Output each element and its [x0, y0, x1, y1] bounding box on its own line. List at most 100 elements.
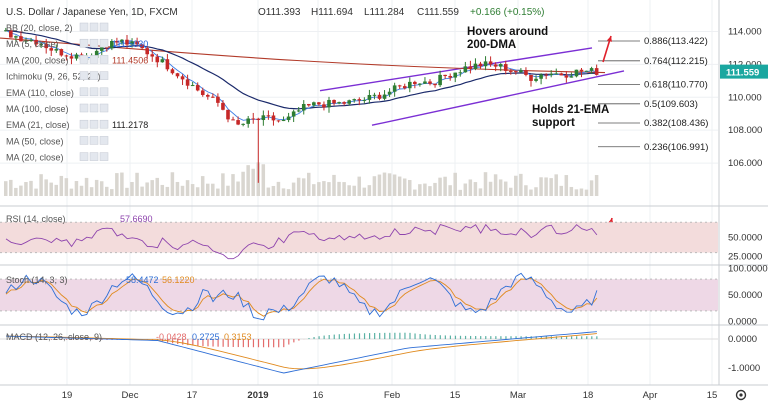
- indicator-control-icon[interactable]: [99, 119, 109, 129]
- fib-retracement[interactable]: 0.886(113.422) 0.764(112.215) 0.618(110.77…: [598, 36, 708, 153]
- indicator-control-icon[interactable]: [79, 87, 89, 97]
- indicator-label[interactable]: MA (200, close): [6, 55, 69, 65]
- indicator-label[interactable]: MA (20, close): [6, 153, 64, 163]
- volume-bar: [105, 186, 109, 196]
- indicator-control-icon[interactable]: [89, 119, 99, 129]
- volume-bar: [357, 176, 361, 196]
- indicator-control-icon[interactable]: [79, 119, 89, 129]
- indicator-label[interactable]: EMA (21, close): [6, 120, 70, 130]
- time-tick-label: 15: [707, 390, 718, 401]
- annotation-ema[interactable]: Holds 21-EMA: [532, 104, 609, 116]
- time-axis[interactable]: 19 Dec 17 2019 16 Feb 15 Mar 18 Apr 15: [62, 390, 718, 401]
- candle-body: [180, 76, 185, 80]
- rsi-line: [5, 223, 598, 260]
- candle-body: [150, 54, 155, 57]
- indicator-control-icon[interactable]: [79, 103, 89, 113]
- indicator-control-icon[interactable]: [99, 22, 109, 32]
- candle-body: [509, 70, 513, 72]
- candle-body: [473, 63, 478, 69]
- indicator-control-icon[interactable]: [89, 55, 99, 64]
- volume-bar: [453, 172, 457, 196]
- volume-bar: [554, 174, 558, 196]
- indicator-control-icon[interactable]: [79, 22, 89, 32]
- volume-bar: [39, 174, 43, 196]
- rsi-tick-label: 25.0000: [728, 251, 762, 262]
- indicator-control-icon[interactable]: [99, 71, 109, 80]
- candle-body: [483, 61, 488, 67]
- candle-body: [160, 59, 165, 63]
- candle-body: [589, 68, 594, 71]
- settings-gear-icon[interactable]: [735, 389, 747, 401]
- legend-symbol[interactable]: U.S. Dollar / Japanese Yen, 1D, FXCM: [6, 7, 178, 18]
- indicator-control-icon[interactable]: [89, 22, 99, 32]
- annotation-dma-2[interactable]: 200-DMA: [467, 39, 516, 51]
- indicator-label[interactable]: MA (5, close): [6, 39, 59, 49]
- candle-body: [301, 104, 306, 111]
- volume-bar: [438, 177, 442, 196]
- candle-body: [246, 118, 250, 124]
- candle-body: [503, 64, 508, 71]
- stoch-label[interactable]: Stoch (14, 3, 3): [6, 275, 68, 285]
- volume-bar: [387, 173, 392, 196]
- stoch-tick-label: 0.0000: [728, 316, 757, 327]
- annotation-dma[interactable]: Hovers around: [467, 26, 548, 38]
- candle-body: [372, 94, 377, 96]
- indicator-label[interactable]: MA (50, close): [6, 136, 64, 146]
- rsi-label[interactable]: RSI (14, close): [6, 214, 66, 224]
- indicator-label[interactable]: Ichimoku (9, 26, 52, 26): [6, 72, 101, 82]
- indicator-control-icon[interactable]: [99, 103, 109, 113]
- volume-bar: [327, 182, 331, 196]
- candle-body: [332, 99, 336, 104]
- volume-bar: [216, 188, 220, 196]
- indicator-control-icon[interactable]: [99, 55, 109, 64]
- volume-bar: [514, 175, 518, 196]
- indicator-control-icon[interactable]: [79, 136, 89, 145]
- candle-body: [327, 99, 331, 108]
- fib-label: 0.618(110.770): [644, 80, 708, 91]
- indicator-control-icon[interactable]: [79, 38, 89, 48]
- indicator-control-icon[interactable]: [99, 38, 109, 48]
- stoch-d-value: 56.1220: [162, 275, 195, 285]
- candle-body: [594, 68, 599, 75]
- indicator-control-icon[interactable]: [89, 71, 99, 80]
- price-axis[interactable]: 114.000112.000110.000108.000106.000111.5…: [720, 26, 768, 169]
- macd-signal-value: 0.3153: [224, 332, 252, 342]
- channel-upper[interactable]: [319, 47, 593, 92]
- macd-line: [5, 331, 597, 374]
- volume-bar: [296, 177, 301, 196]
- volume-bar: [559, 185, 563, 196]
- volume-bar: [483, 172, 488, 196]
- indicator-control-icon[interactable]: [89, 103, 99, 113]
- volume-bar: [392, 174, 397, 196]
- price-channel[interactable]: [319, 47, 625, 126]
- candle-body: [539, 74, 543, 79]
- macd-tick-label: 0.0000: [728, 334, 757, 345]
- indicator-control-icon[interactable]: [79, 55, 89, 64]
- annotation-ema-2[interactable]: support: [532, 117, 575, 129]
- indicator-value: 111.4506: [112, 55, 148, 65]
- indicator-label[interactable]: MA (100, close): [6, 104, 69, 114]
- indicator-control-icon[interactable]: [89, 87, 99, 97]
- macd-label[interactable]: MACD (12, 26, close, 9): [6, 332, 102, 342]
- stoch-d-line: [5, 277, 598, 317]
- candle-body: [29, 39, 33, 41]
- volume-bar: [569, 186, 574, 196]
- candle-body: [195, 85, 200, 91]
- channel-lower[interactable]: [371, 70, 625, 126]
- volume-bar: [493, 174, 498, 196]
- volume-bar: [594, 175, 599, 196]
- indicator-label[interactable]: BB (20, close, 2): [6, 23, 73, 33]
- indicator-control-icon[interactable]: [99, 136, 109, 145]
- indicator-control-icon[interactable]: [79, 71, 89, 80]
- candle-body: [221, 102, 225, 110]
- indicator-label[interactable]: EMA (110, close): [6, 88, 74, 98]
- indicator-control-icon[interactable]: [89, 38, 99, 48]
- indicator-control-icon[interactable]: [79, 152, 89, 161]
- volume-bar: [423, 183, 427, 196]
- indicator-control-icon[interactable]: [99, 152, 109, 161]
- indicator-control-icon[interactable]: [99, 87, 109, 97]
- indicator-control-icon[interactable]: [89, 136, 99, 145]
- candle-body: [74, 54, 79, 59]
- indicator-control-icon[interactable]: [89, 152, 99, 161]
- legend-open: O111.393: [258, 7, 301, 18]
